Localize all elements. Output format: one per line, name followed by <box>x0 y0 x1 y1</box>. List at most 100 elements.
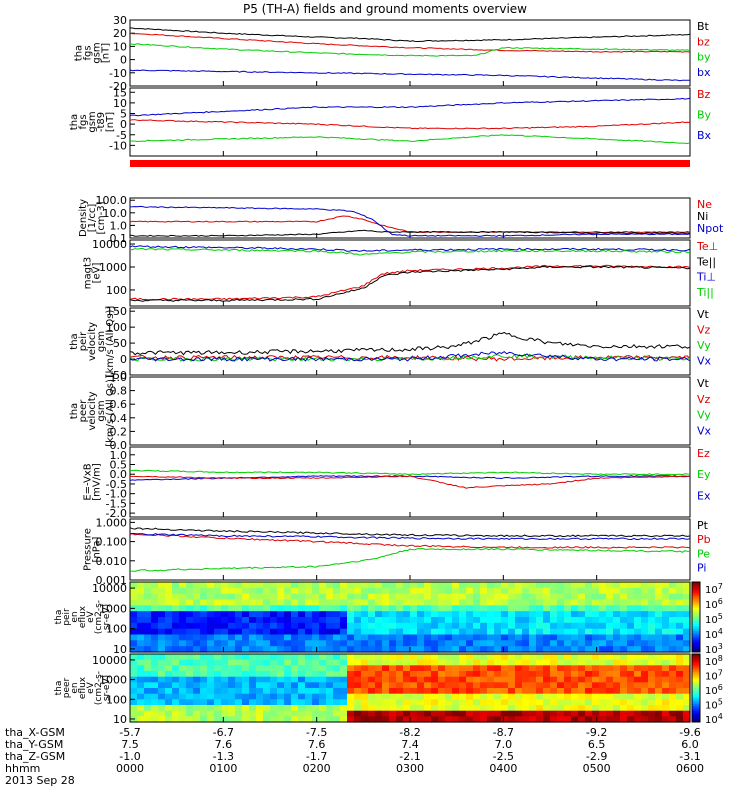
spectrogram-cell <box>186 599 194 606</box>
spectrogram-cell <box>410 671 418 678</box>
spectrogram-cell <box>361 699 369 706</box>
spectrogram-cell <box>305 659 313 666</box>
spectrogram-cell <box>319 705 327 712</box>
spectrogram-cell <box>291 693 299 700</box>
spectrogram-cell <box>130 622 138 630</box>
spectrogram-cell <box>193 710 201 717</box>
spectrogram-cell <box>592 640 600 647</box>
spectrogram-cell <box>354 688 362 695</box>
spectrogram-cell <box>326 688 334 695</box>
spectrogram-cell <box>249 646 257 653</box>
spectrogram-cell <box>256 682 264 689</box>
spectrogram-cell <box>298 693 306 700</box>
y-tick-label: 0 <box>120 353 127 366</box>
spectrogram-cell <box>403 628 411 636</box>
spectrogram-cell <box>606 665 614 672</box>
spectrogram-cell <box>228 622 236 630</box>
y-axis-label-line: gsm <box>96 331 107 352</box>
spectrogram-cell <box>193 654 201 661</box>
spectrogram-cell <box>144 676 152 683</box>
spectrogram-cell <box>263 605 271 612</box>
spectrogram-cell <box>536 676 544 683</box>
spectrogram-cell <box>522 605 530 612</box>
spectrogram-cell <box>284 634 292 641</box>
spectrogram-cell <box>193 605 201 612</box>
spectrogram-cell <box>165 688 173 695</box>
spectrogram-cell <box>326 640 334 647</box>
spectrogram-cell <box>487 582 495 589</box>
spectrogram-cell <box>627 682 635 689</box>
spectrogram-cell <box>599 599 607 606</box>
time-tick-label: 0600 <box>676 762 704 775</box>
spectrogram-cell <box>536 593 544 601</box>
spectrogram-cell <box>529 646 537 653</box>
spectrogram-cell <box>228 599 236 606</box>
spectrogram-cell <box>613 654 621 661</box>
spectrogram-cell <box>158 617 166 624</box>
spectrogram-cell <box>480 605 488 612</box>
colorbar-tick-label: 105 <box>705 698 723 712</box>
y-axis-label: magt3[eV] <box>83 257 103 290</box>
spectrogram-cell <box>648 682 656 689</box>
spectrogram-cell <box>340 582 348 589</box>
spectrogram-cell <box>487 665 495 672</box>
spectrogram-cell <box>389 587 397 595</box>
spectrogram-cell <box>284 688 292 695</box>
spectrogram-cell <box>396 665 404 672</box>
spectrogram-cell <box>592 599 600 606</box>
spectrogram-cell <box>235 640 243 647</box>
spectrogram-cell <box>389 659 397 666</box>
spectrogram-cell <box>214 628 222 636</box>
spectrogram-cell <box>501 587 509 595</box>
spectrogram-cell <box>319 671 327 678</box>
spectrogram-cell <box>186 716 194 723</box>
colorbar-segment <box>692 640 700 644</box>
spectrogram-cell <box>298 634 306 641</box>
spectrogram-cell <box>410 705 418 712</box>
colorbar-tick-base: 10 <box>705 615 718 626</box>
spectrogram-cell <box>347 605 355 612</box>
spectrogram-cell <box>396 617 404 624</box>
spectrogram-cell <box>480 640 488 647</box>
y-tick-label: -0.5 <box>106 478 127 491</box>
spectrogram-cell <box>459 593 467 601</box>
spectrogram-cell <box>277 671 285 678</box>
spectrogram-cell <box>571 665 579 672</box>
series-Bx <box>129 97 691 117</box>
spectrogram-cell <box>627 599 635 606</box>
spectrogram-cell <box>641 622 649 630</box>
spectrogram-cell <box>277 716 285 723</box>
spectrogram-cell <box>431 611 439 618</box>
spectrogram-cell <box>375 676 383 683</box>
legend-Vy: Vy <box>697 409 711 422</box>
spectrogram-cell <box>655 593 663 601</box>
spectrogram-cell <box>669 671 677 678</box>
spectrogram-cell <box>151 716 159 723</box>
spectrogram-cell <box>592 676 600 683</box>
spectrogram-cell <box>473 676 481 683</box>
y-axis-label-line: peer <box>62 677 72 698</box>
spectrogram-cell <box>326 705 334 712</box>
spectrogram-cell <box>571 682 579 689</box>
spectrogram-cell <box>473 593 481 601</box>
spectrogram-cell <box>669 676 677 683</box>
spectrogram-cell <box>137 587 145 595</box>
spectrogram-cell <box>655 665 663 672</box>
spectrogram-cell <box>403 605 411 612</box>
spectrogram-cell <box>263 682 271 689</box>
spectrogram-cell <box>382 676 390 683</box>
time-tick-label: 0500 <box>583 762 611 775</box>
spectrogram-cell <box>382 634 390 641</box>
y-tick-label: 15 <box>113 86 127 99</box>
spectrogram-cell <box>235 617 243 624</box>
spectrogram-cell <box>305 671 313 678</box>
spectrogram-cell <box>515 646 523 653</box>
spectrogram-cell <box>312 665 320 672</box>
position-row-label: tha_X-GSM <box>5 726 65 739</box>
colorbar-tick-base: 10 <box>705 657 718 668</box>
position-value: -8.7 <box>493 726 514 739</box>
spectrogram-cell <box>662 705 670 712</box>
y-axis-label-line: Density <box>78 199 89 237</box>
spectrogram-cell <box>592 693 600 700</box>
spectrogram-cell <box>417 659 425 666</box>
